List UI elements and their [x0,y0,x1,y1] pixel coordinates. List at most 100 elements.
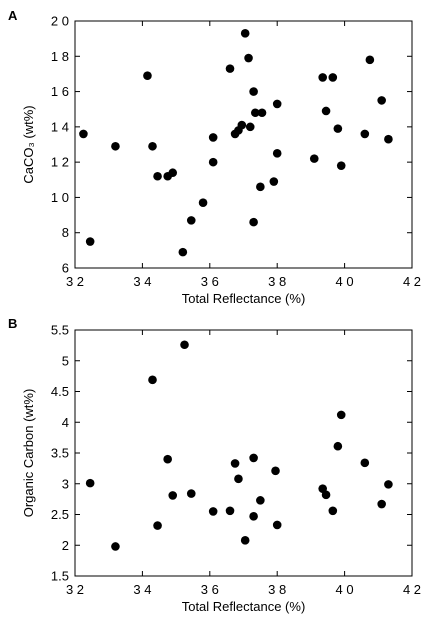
data-point [336,410,346,420]
y-tick-label: 1 8 [51,49,69,64]
data-point [250,108,260,118]
data-point [225,506,235,516]
data-point [237,120,247,130]
y-tick-label: 3.5 [51,446,69,461]
y-tick-label: 2 0 [51,14,69,29]
y-tick-label: 2 [62,538,69,553]
data-point [111,141,120,151]
data-point [360,129,370,139]
data-point [328,506,338,516]
data-point [272,520,282,530]
y-tick-label: 6 [62,261,69,276]
data-point [249,217,258,227]
data-point [178,247,188,257]
data-point [377,499,386,509]
x-tick-label: 3 8 [268,582,286,597]
data-point [225,64,235,73]
data-point [240,536,250,545]
data-point [208,133,218,142]
data-point [328,73,338,82]
data-point [271,466,280,476]
data-point [143,71,152,80]
panel-b-points [85,340,393,551]
y-tick-label: 1 2 [51,155,69,170]
data-point [208,157,218,167]
data-point [309,154,319,163]
y-tick-label: 4 [62,415,69,430]
data-point [336,161,346,170]
data-point [168,168,178,178]
data-point [321,106,331,116]
data-point [256,496,265,505]
data-point [186,216,196,225]
panel-b-x-axis-title: Total Reflectance (%) [182,599,306,614]
panel-a-x-axis-title: Total Reflectance (%) [182,291,306,306]
data-point [360,458,370,468]
y-tick-label: 2.5 [51,507,69,522]
y-tick-label: 3 [62,476,69,491]
panel-a-points [79,29,393,257]
panel-b-y-axis-title: Organic Carbon (wt%) [21,389,36,518]
y-tick-label: 5.5 [51,323,69,338]
data-point [249,512,258,521]
data-point [244,53,253,63]
x-tick-label: 3 2 [66,582,84,597]
data-point [377,96,386,105]
x-tick-label: 3 4 [133,274,151,289]
data-point [79,129,88,139]
panel-a: A 3 2 3 4 3 6 3 8 4 0 4 2 6 8 1 0 1 2 1 4 1 6 1 8 2 0… [8,8,421,306]
data-point [245,122,255,132]
x-tick-label: 3 2 [66,274,84,289]
panel-b-letter: B [8,316,17,331]
data-point [249,453,258,463]
y-tick-label: 1 0 [51,190,69,205]
data-point [148,141,157,151]
data-point [333,441,343,451]
data-point [208,507,218,516]
y-tick-label: 4.5 [51,384,69,399]
x-tick-label: 4 0 [336,274,354,289]
panel-b-ticks: 3 2 3 4 3 6 3 8 4 0 4 2 1.5 2 2.5 3 3.5 4 4.5 5 5.5 [51,323,421,598]
data-point [365,55,375,65]
x-tick-label: 3 6 [201,582,219,597]
data-point [230,459,240,468]
data-point [148,375,157,385]
data-point [168,491,178,500]
x-tick-label: 3 6 [201,274,219,289]
data-point [269,177,279,186]
data-point [240,29,250,38]
data-point [180,340,189,350]
data-point [198,198,208,208]
x-tick-label: 4 2 [403,274,421,289]
data-point [272,99,282,109]
y-tick-label: 1.5 [51,569,69,584]
data-point [333,124,343,133]
data-point [153,521,162,530]
y-tick-label: 1 6 [51,84,69,99]
data-point [384,134,393,144]
data-point [85,237,95,246]
panel-a-letter: A [8,8,18,23]
data-point [321,490,331,500]
panel-a-plot-frame [74,20,413,269]
data-point [186,489,196,498]
data-point [384,480,393,489]
data-point [85,478,95,488]
data-point [256,182,265,192]
y-tick-label: 5 [62,353,69,368]
data-point [318,73,327,82]
y-tick-label: 8 [62,225,69,240]
y-tick-label: 1 4 [51,119,69,134]
data-point [163,454,172,464]
panel-a-ticks: 3 2 3 4 3 6 3 8 4 0 4 2 6 8 1 0 1 2 1 4 1 6 1 8 2 0 [51,14,421,290]
data-point [257,108,267,118]
x-tick-label: 4 2 [403,582,421,597]
panel-a-y-axis-title: CaCO₃ (wt%) [21,105,36,183]
data-point [153,171,162,181]
x-tick-label: 4 0 [336,582,354,597]
data-point [234,474,243,484]
x-tick-label: 3 8 [268,274,286,289]
data-point [272,149,282,158]
data-point [111,542,120,551]
